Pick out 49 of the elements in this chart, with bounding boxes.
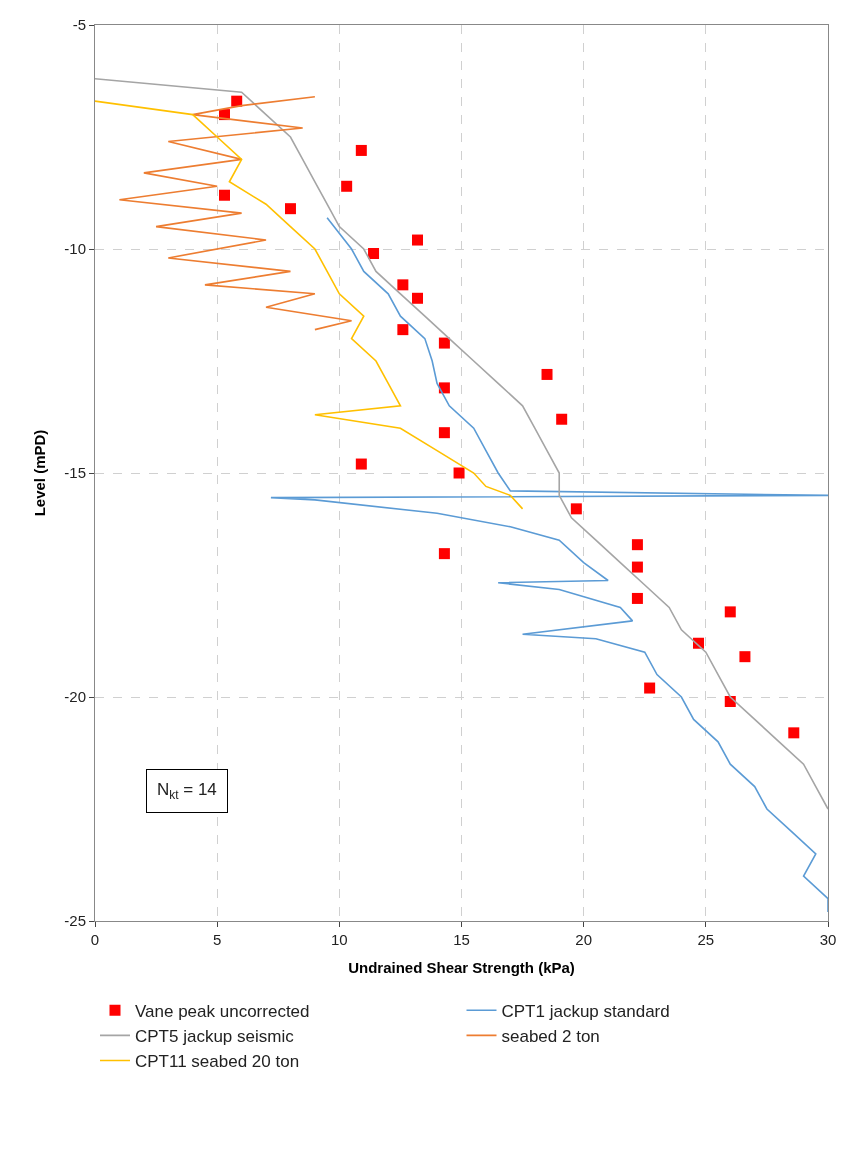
point bbox=[438, 427, 450, 439]
x-tick-label: 5 bbox=[213, 931, 222, 948]
legend-label: seabed 2 ton bbox=[501, 1026, 600, 1046]
point bbox=[453, 467, 465, 479]
legend-label: Vane peak uncorrected bbox=[135, 1001, 310, 1021]
x-tick-label: 0 bbox=[90, 931, 100, 948]
x-tick-label: 30 bbox=[819, 931, 837, 948]
point bbox=[355, 458, 367, 470]
point bbox=[412, 292, 424, 304]
point bbox=[631, 592, 643, 604]
point bbox=[412, 234, 424, 246]
line-series bbox=[95, 77, 828, 810]
point bbox=[556, 413, 568, 425]
y-axis-title: Level (mPD) bbox=[30, 429, 48, 517]
y-tick-label: -20 bbox=[64, 688, 86, 706]
y-tick-label: -5 bbox=[72, 16, 86, 34]
x-axis-title: Undrained Shear Strength (kPa) bbox=[348, 959, 575, 976]
point bbox=[644, 682, 656, 694]
point bbox=[341, 180, 353, 192]
point bbox=[541, 368, 553, 380]
point bbox=[631, 539, 643, 551]
point bbox=[284, 203, 296, 215]
y-tick-label: -25 bbox=[64, 912, 86, 930]
legend-label: CPT11 seabed 20 ton bbox=[135, 1052, 300, 1072]
legend-label: CPT1 jackup standard bbox=[501, 1001, 670, 1021]
y-tick-label: -10 bbox=[64, 240, 86, 258]
line-series bbox=[118, 95, 353, 331]
point bbox=[438, 382, 450, 394]
point bbox=[739, 651, 751, 663]
x-tick-label: 20 bbox=[575, 931, 593, 948]
point bbox=[724, 606, 736, 618]
point bbox=[570, 503, 582, 515]
point bbox=[355, 144, 367, 156]
x-tick-label: 15 bbox=[453, 931, 470, 948]
point bbox=[438, 548, 450, 560]
line-series bbox=[95, 100, 524, 510]
y-tick-label: -15 bbox=[64, 464, 86, 482]
point bbox=[788, 727, 800, 739]
point bbox=[397, 324, 409, 336]
x-tick-label: 10 bbox=[330, 931, 348, 948]
line-series bbox=[270, 216, 828, 913]
annotation: N$_{kt}$ = 14 bbox=[157, 780, 217, 802]
legend-label: CPT5 jackup seismic bbox=[135, 1026, 295, 1046]
point bbox=[438, 337, 450, 349]
point bbox=[219, 189, 230, 201]
point bbox=[397, 279, 409, 291]
point bbox=[631, 561, 643, 573]
x-tick-label: 25 bbox=[697, 931, 715, 948]
point bbox=[368, 247, 380, 259]
